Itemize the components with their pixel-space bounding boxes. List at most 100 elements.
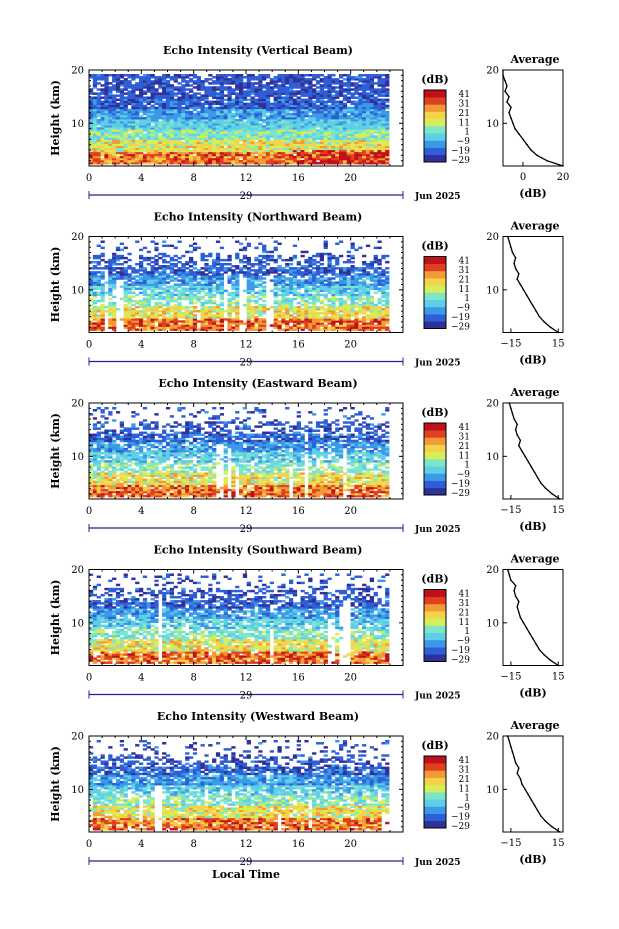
heatmap-cell — [289, 114, 294, 118]
heatmap-cell — [292, 143, 298, 146]
heatmap-cell — [196, 159, 201, 163]
heatmap-cell — [269, 123, 275, 126]
heatmap-cell — [327, 116, 332, 120]
heatmap-cell — [89, 143, 94, 146]
heatmap-cell — [169, 141, 175, 144]
heatmap-cell — [246, 242, 251, 245]
heatmap-cell — [231, 80, 236, 83]
heatmap-cell — [185, 112, 190, 116]
heatmap-cell — [254, 131, 259, 134]
heatmap-cell — [262, 76, 267, 79]
heatmap-cell — [185, 74, 190, 77]
heatmap-cell — [158, 116, 163, 120]
heatmap-cell — [142, 297, 148, 301]
heatmap-cell — [204, 143, 209, 146]
heatmap-cell — [142, 147, 148, 151]
heatmap-cell — [242, 161, 248, 165]
heatmap-cell — [239, 143, 244, 146]
heatmap-cell — [169, 90, 175, 93]
heatmap-cell — [262, 133, 267, 136]
heatmap-cell — [312, 78, 317, 81]
heatmap-cell — [165, 92, 171, 95]
heatmap-cell — [150, 125, 155, 128]
heatmap-cell — [312, 94, 317, 97]
heatmap-cell — [273, 131, 278, 134]
heatmap-cell — [277, 137, 282, 140]
heatmap-cell — [119, 110, 125, 114]
heatmap-cell — [177, 127, 182, 130]
heatmap-cell — [89, 100, 94, 104]
heatmap-cell — [92, 104, 98, 108]
heatmap-cell — [185, 80, 190, 83]
heatmap-cell — [285, 127, 290, 130]
heatmap-cell — [96, 159, 101, 163]
heatmap-cell — [92, 84, 98, 87]
heatmap-cell — [127, 151, 132, 155]
heatmap-cell — [208, 151, 213, 155]
heatmap-cells — [89, 240, 390, 331]
heatmap-cell — [89, 161, 94, 165]
heatmap-cell — [185, 102, 190, 106]
heatmap-cell — [108, 258, 113, 262]
heatmap-cell — [154, 155, 159, 159]
heatmap-cell — [319, 267, 325, 270]
heatmap-cell — [189, 141, 194, 144]
heatmap-cell — [242, 131, 248, 134]
heatmap-cell — [281, 110, 286, 114]
heatmap-cell — [112, 157, 117, 161]
heatmap-cell — [239, 74, 244, 77]
heatmap-cell — [158, 96, 163, 99]
heatmap-cell — [108, 127, 113, 130]
heatmap-cell — [100, 74, 105, 77]
heatmap-cell — [319, 135, 325, 138]
heatmap-cell — [312, 149, 317, 153]
heatmap-cell — [242, 159, 248, 163]
heatmap-cell — [154, 143, 159, 146]
heatmap-cell — [158, 114, 163, 118]
heatmap-cell — [185, 129, 190, 132]
heatmap-cell — [92, 80, 98, 83]
heatmap-cell — [169, 127, 175, 130]
heatmap-cell — [146, 88, 151, 91]
heatmap-cell — [285, 88, 290, 91]
heatmap-cell — [131, 104, 136, 108]
heatmap-cell — [315, 153, 321, 157]
heatmap-cell — [323, 84, 328, 87]
heatmap-cell — [196, 100, 201, 104]
heatmap-cell — [212, 114, 217, 118]
heatmap-cell — [127, 114, 132, 118]
heatmap-cell — [208, 125, 213, 128]
heatmap-cell — [139, 137, 144, 140]
heatmap-cell — [246, 149, 251, 153]
heatmap-cell — [215, 80, 221, 83]
heatmap-cell — [277, 84, 282, 87]
heatmap-cell — [154, 100, 159, 104]
heatmap-cell — [108, 108, 113, 112]
heatmap-cell — [227, 102, 232, 106]
heatmap-cell — [142, 127, 148, 130]
heatmap-cell — [273, 106, 278, 110]
heatmap-cell — [154, 153, 159, 157]
heatmap-cell — [185, 157, 190, 161]
heatmap-cell — [177, 125, 182, 128]
heatmap-cell — [223, 112, 228, 116]
heatmap-cell — [215, 78, 221, 81]
heatmap-cell — [300, 92, 305, 95]
heatmap-cell — [192, 242, 198, 245]
heatmap-cell — [246, 137, 251, 140]
heatmap-cell — [239, 78, 244, 81]
heatmap-cell — [239, 86, 244, 89]
heatmap-cell — [112, 301, 117, 305]
heatmap-cell — [123, 96, 128, 99]
heatmap-cell — [189, 84, 194, 87]
heatmap-cell — [223, 135, 228, 138]
heatmap-cell — [200, 121, 205, 124]
heatmap-cell — [189, 119, 194, 122]
heatmap-cell — [181, 159, 186, 163]
heatmap-cell — [212, 157, 217, 161]
heatmap-cell — [250, 116, 255, 120]
heatmap-cell — [373, 74, 378, 77]
heatmap-cell — [308, 159, 313, 163]
heatmap-cell — [215, 129, 221, 132]
heatmap-cell — [262, 260, 267, 264]
